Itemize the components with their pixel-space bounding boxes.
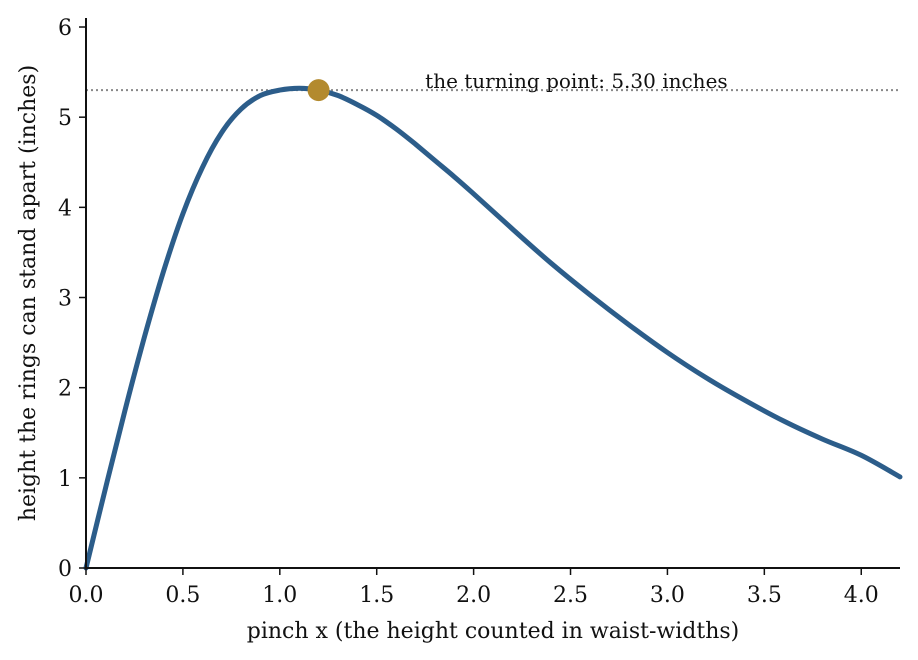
y-tick-label: 3 <box>58 287 72 312</box>
turning-point-marker <box>307 79 330 102</box>
y-tick-label: 4 <box>58 196 72 221</box>
x-axis-label: pinch x (the height counted in waist-wid… <box>247 619 740 644</box>
annotation-layer: the turning point: 5.30 inches <box>425 69 728 93</box>
y-tick-label: 0 <box>58 557 72 582</box>
y-tick-label: 2 <box>58 377 72 402</box>
x-tick-label: 1.5 <box>359 583 394 608</box>
series-layer <box>83 85 903 571</box>
x-tick-label: 0.0 <box>69 583 104 608</box>
x-tick-label: 2.5 <box>553 583 588 608</box>
x-tick-label: 3.0 <box>650 583 685 608</box>
x-tick-label: 4.0 <box>844 583 879 608</box>
y-tick-label: 6 <box>58 16 72 41</box>
axes-layer <box>85 18 900 569</box>
series-line-0 <box>83 85 903 571</box>
x-tick-label: 2.0 <box>456 583 491 608</box>
y-tick-label: 1 <box>58 467 72 492</box>
y-axis-label: height the rings can stand apart (inches… <box>16 65 41 521</box>
ticks-layer: 0.0 0.5 1.0 1.5 2.0 2.5 3.0 3.5 4.0 0 1 2 3 4 5 6 <box>58 16 879 608</box>
y-tick-label: 5 <box>58 106 72 131</box>
x-tick-label: 0.5 <box>165 583 200 608</box>
x-tick-label: 1.0 <box>262 583 297 608</box>
turning-point-annotation: the turning point: 5.30 inches <box>425 69 728 93</box>
x-tick-label: 3.5 <box>747 583 782 608</box>
marker-layer <box>307 79 330 102</box>
